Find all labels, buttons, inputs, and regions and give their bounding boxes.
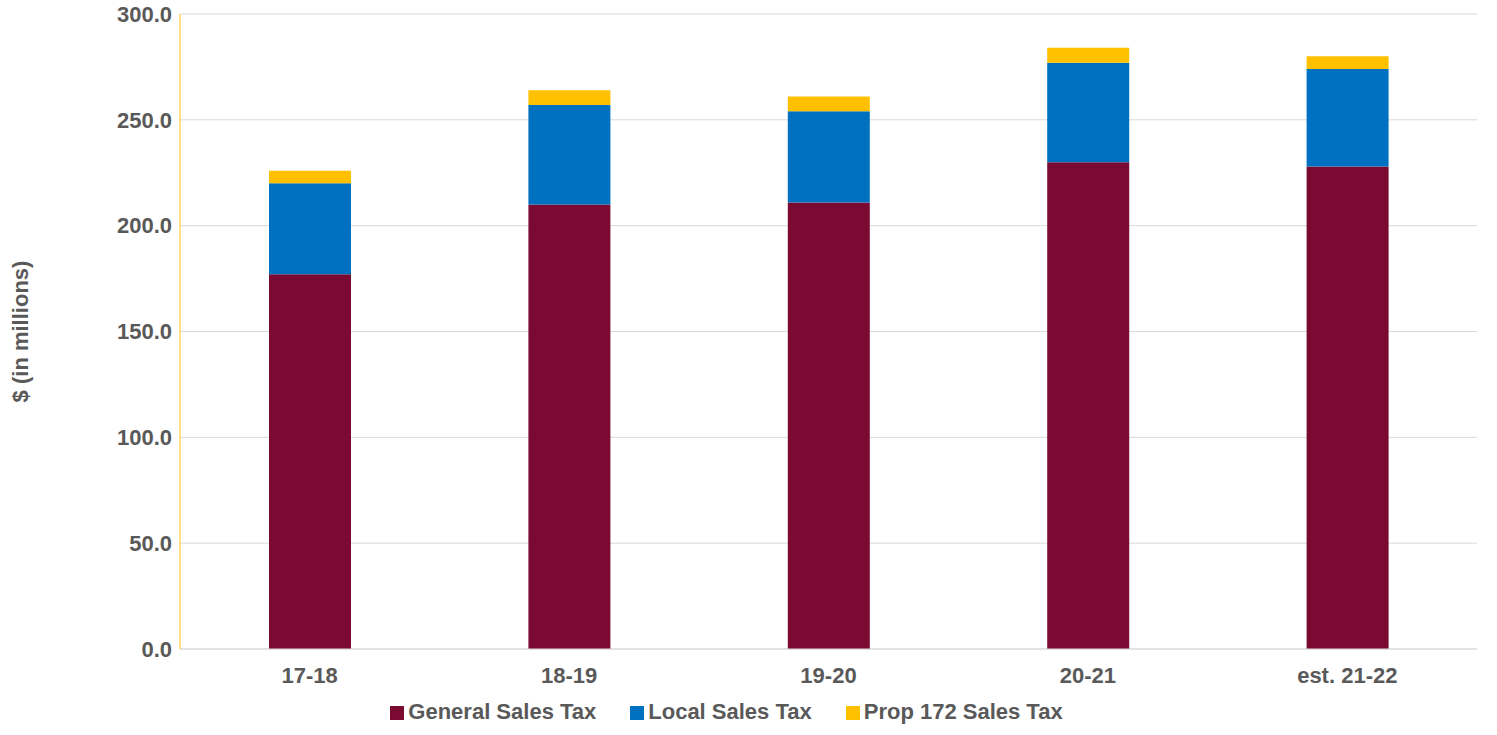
svg-text:250.0: 250.0 [117,108,172,133]
html-text:General Sales Tax: General Sales Tax [408,699,597,724]
html-text:Prop 172 Sales Tax: Prop 172 Sales Tax [863,699,1063,724]
svg-text:17-18: 17-18 [282,663,338,688]
svg-text:20-21: 20-21 [1060,663,1116,688]
html-text:Local Sales Tax: Local Sales Tax [648,699,812,724]
svg-text:300.0: 300.0 [117,2,172,27]
svg-text:50.0: 50.0 [129,531,172,556]
svg-text:200.0: 200.0 [117,213,172,238]
svg-text:19-20: 19-20 [800,663,856,688]
svg-text:est. 21-22: est. 21-22 [1297,663,1397,688]
svg-text:100.0: 100.0 [117,425,172,450]
svg-text:0.0: 0.0 [141,637,172,662]
svg-text:$ (in millions): $ (in millions) [8,261,33,403]
svg-text:150.0: 150.0 [117,319,172,344]
svg-text:18-19: 18-19 [541,663,597,688]
